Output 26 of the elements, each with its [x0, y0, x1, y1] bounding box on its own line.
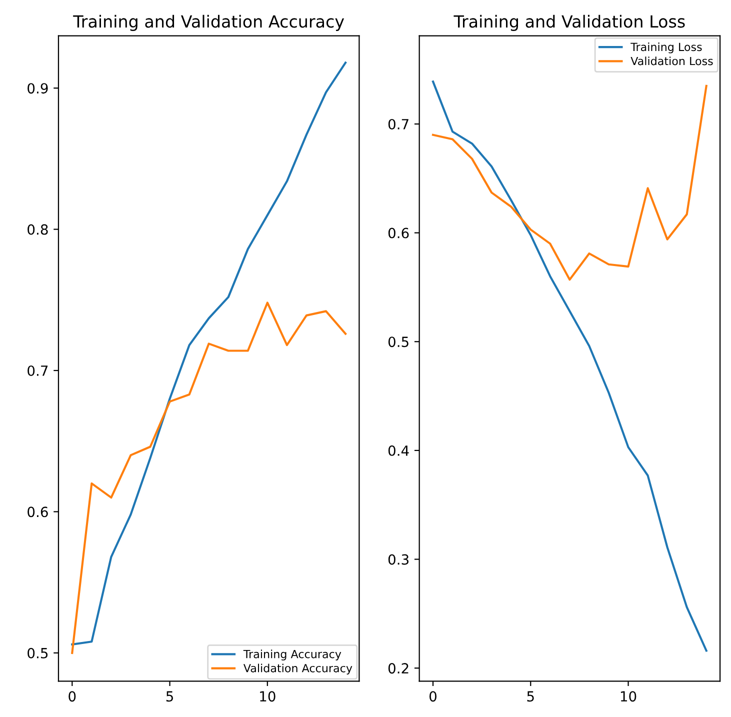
x-tick-label: 0: [429, 691, 436, 702]
y-tick-label: 0.4: [388, 445, 409, 456]
x-tick-label: 10: [260, 691, 276, 702]
y-tick-label: 0.3: [388, 554, 408, 565]
y-tick-label: 0.7: [28, 365, 48, 376]
legend-label: Validation Loss: [630, 56, 713, 66]
x-tick-label: 5: [527, 691, 534, 702]
x-tick-label: 10: [620, 691, 636, 702]
x-tick-label: 5: [166, 691, 173, 702]
line-series: [432, 84, 708, 281]
legend-label: Validation Accuracy: [243, 664, 352, 674]
legend-label: Training Accuracy: [243, 650, 342, 660]
line-series: [432, 80, 708, 652]
y-tick-label: 0.9: [28, 83, 48, 94]
y-tick-label: 0.5: [388, 336, 408, 348]
y-tick-label: 0.2: [388, 663, 408, 674]
y-tick-label: 0.6: [388, 228, 409, 238]
y-tick-label: 0.7: [388, 118, 408, 130]
line-series: [71, 62, 347, 646]
x-tick-label: 0: [68, 691, 76, 702]
legend-label: Training Loss: [630, 42, 702, 54]
chart-title: Training and Validation Accuracy: [73, 14, 344, 31]
y-tick-label: 0.5: [28, 648, 48, 658]
y-tick-label: 0.8: [28, 224, 48, 235]
chart-title: Training and Validation Loss: [454, 14, 685, 31]
y-tick-label: 0.6: [28, 506, 48, 518]
